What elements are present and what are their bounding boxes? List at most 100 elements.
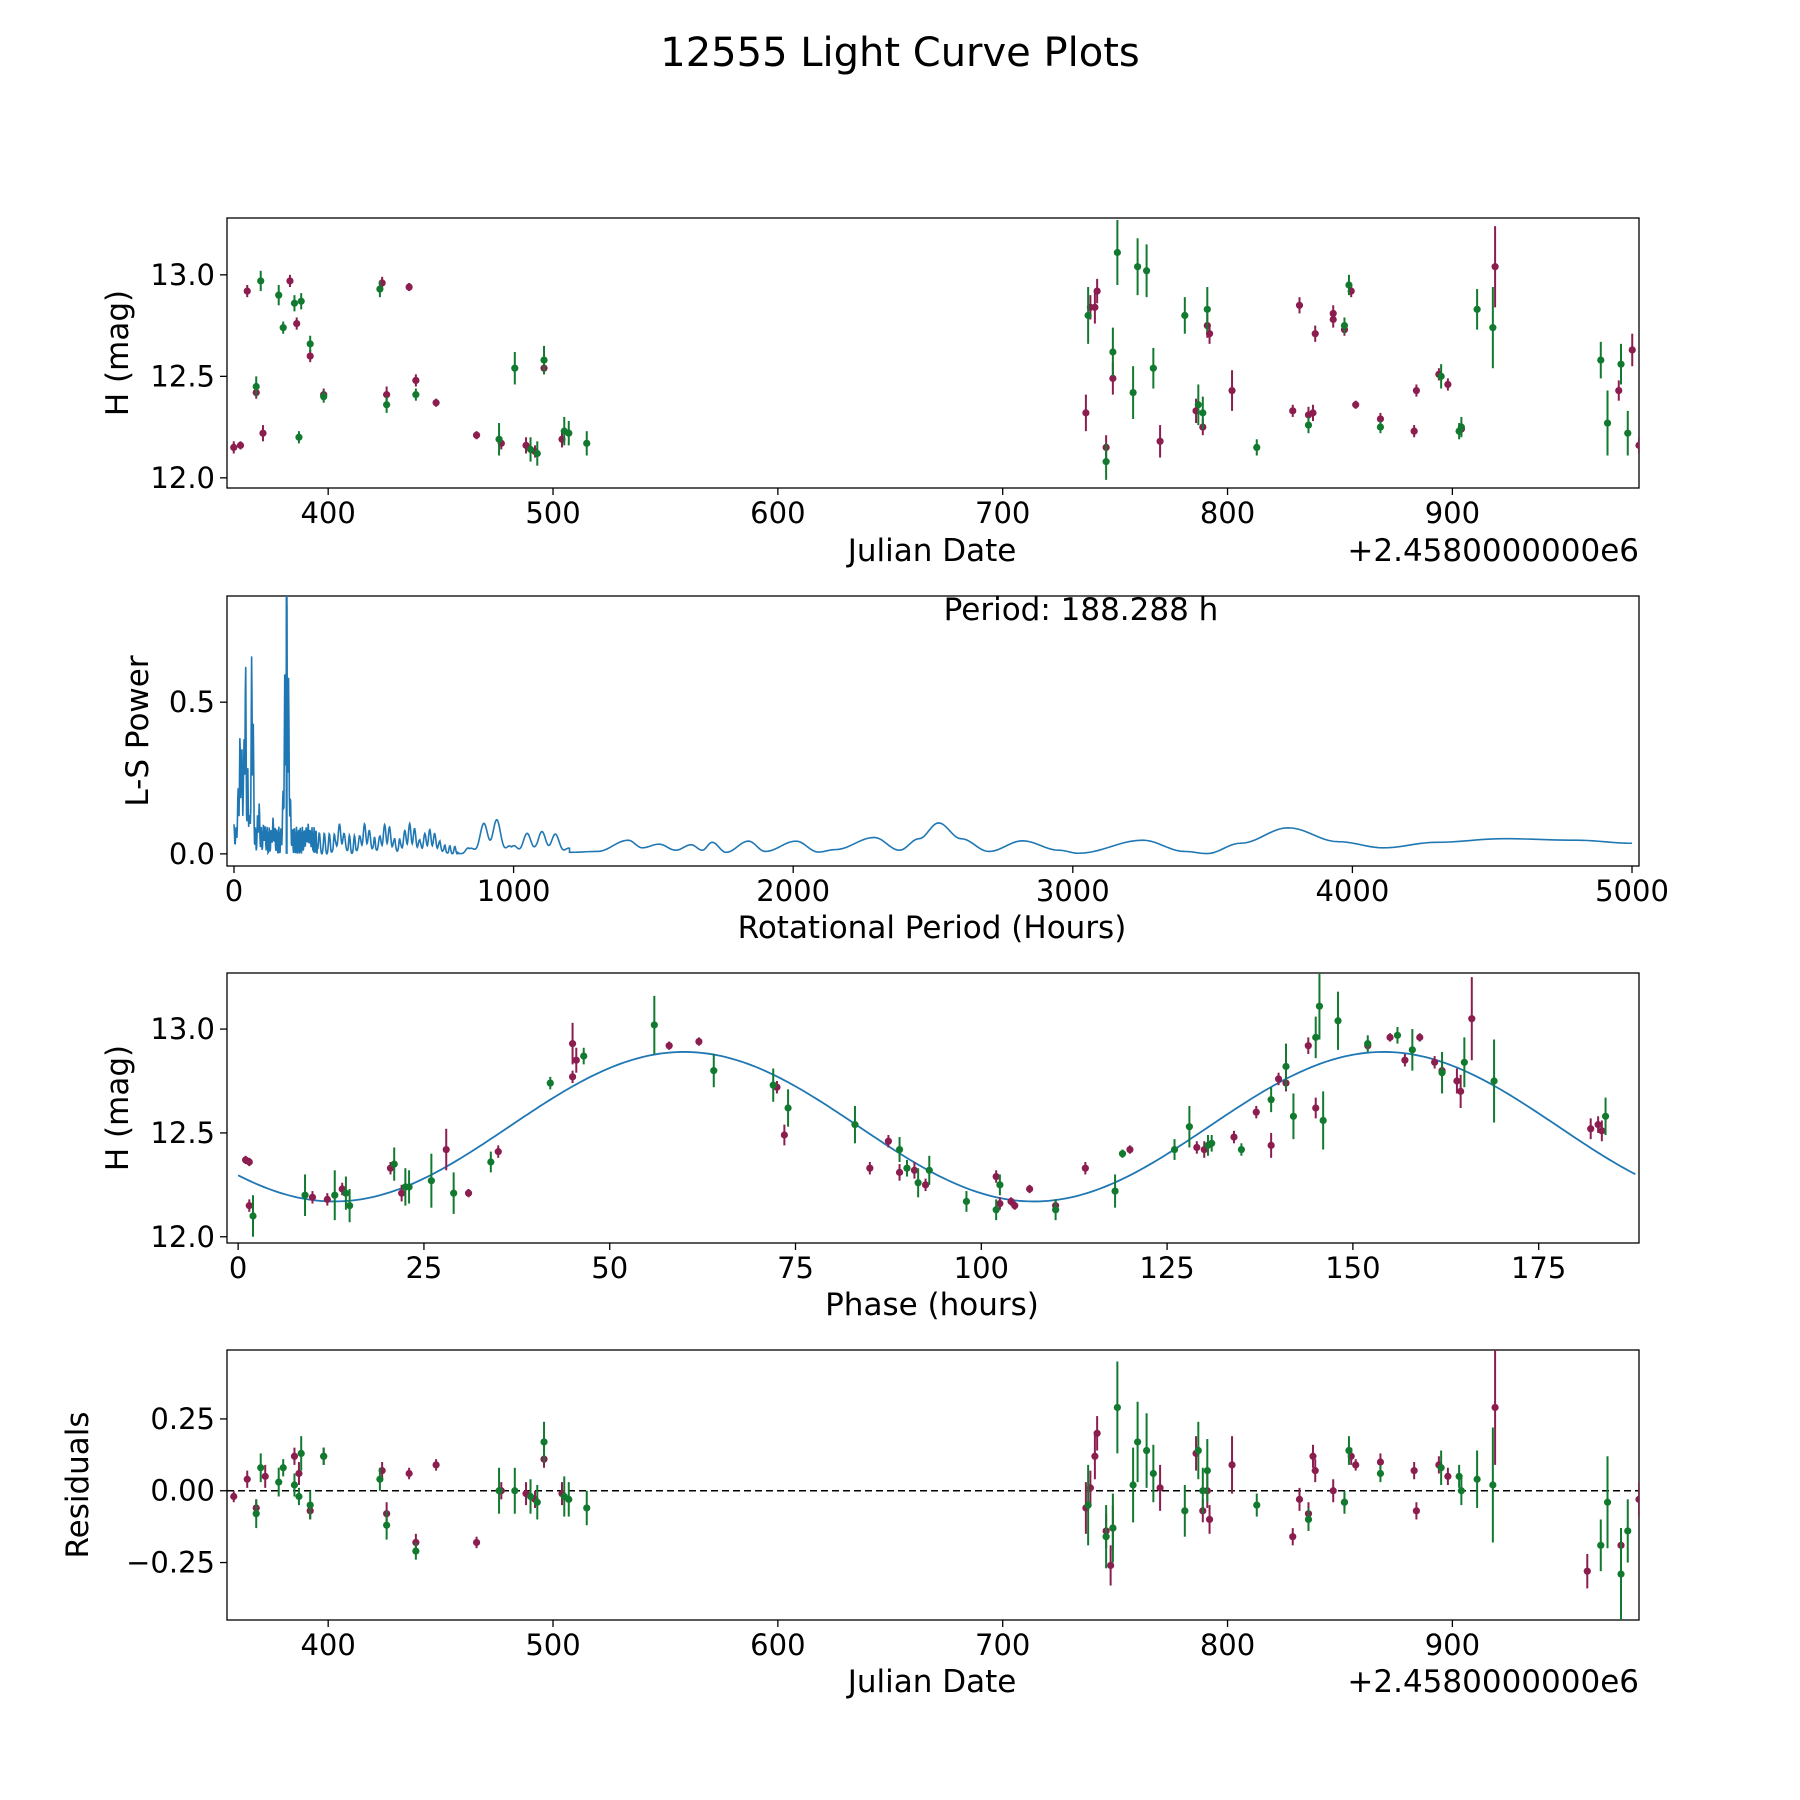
residuals-xtick-label: 600 bbox=[750, 1628, 805, 1662]
light-curve-xtick-label: 500 bbox=[525, 496, 580, 530]
data-point bbox=[533, 1498, 541, 1506]
data-point bbox=[1129, 1481, 1137, 1489]
data-point bbox=[301, 1191, 309, 1199]
data-point bbox=[1352, 401, 1360, 409]
data-point bbox=[1109, 348, 1117, 356]
data-point bbox=[342, 1189, 350, 1197]
data-point bbox=[1102, 1533, 1110, 1541]
data-point bbox=[1093, 1429, 1101, 1437]
data-point bbox=[1311, 1467, 1319, 1475]
data-point bbox=[412, 1547, 420, 1555]
periodogram-ticks: 0 1000 2000 3000 4000 5000 0.0 0.5 bbox=[169, 685, 1669, 908]
data-point bbox=[1304, 1515, 1313, 1524]
data-point bbox=[1295, 1495, 1304, 1503]
data-point bbox=[1185, 1123, 1193, 1131]
data-point bbox=[320, 1452, 328, 1460]
residuals-xtick-label: 800 bbox=[1200, 1628, 1255, 1662]
data-point bbox=[412, 376, 420, 385]
data-point bbox=[784, 1104, 792, 1112]
data-point bbox=[1181, 1507, 1189, 1515]
light-curve-ytick-label: 12.0 bbox=[150, 461, 215, 495]
data-point bbox=[992, 1172, 1000, 1181]
data-point bbox=[1329, 1487, 1337, 1495]
data-point bbox=[259, 429, 267, 437]
data-point bbox=[1084, 311, 1092, 320]
data-point bbox=[1410, 1467, 1418, 1475]
data-point bbox=[1309, 1452, 1317, 1460]
data-point bbox=[580, 1052, 588, 1060]
data-point bbox=[1282, 1062, 1290, 1071]
data-point bbox=[245, 1158, 253, 1166]
periodogram-frame bbox=[226, 595, 1640, 867]
data-point bbox=[1289, 1533, 1297, 1541]
periodogram-xtick-label: 3000 bbox=[1036, 874, 1110, 908]
data-point bbox=[243, 1475, 251, 1483]
phase-folded-ylabel: H (mag) bbox=[100, 1045, 136, 1171]
period-annotation: Period: 188.288 h bbox=[944, 592, 1219, 628]
data-point bbox=[895, 1145, 904, 1154]
data-point bbox=[1126, 1145, 1134, 1154]
residuals-xlabel: Julian Date bbox=[846, 1664, 1017, 1700]
data-point bbox=[1134, 1438, 1142, 1446]
data-point bbox=[1635, 441, 1639, 449]
periodogram-panel: 0 1000 2000 3000 4000 5000 0.0 0.5 Period: 188.… bbox=[120, 592, 1669, 946]
data-point bbox=[568, 1040, 577, 1048]
data-point bbox=[252, 1510, 260, 1518]
data-point bbox=[1615, 386, 1623, 395]
data-point bbox=[1408, 1046, 1416, 1054]
data-point bbox=[1142, 267, 1151, 275]
data-point bbox=[1624, 429, 1632, 437]
data-point bbox=[1490, 1077, 1498, 1085]
data-point bbox=[511, 364, 519, 372]
light-curve-ticks: 400 500 600 700 800 900 12.0 12.5 13.0 bbox=[150, 258, 1480, 530]
periodogram-xlabel: Rotational Period (Hours) bbox=[738, 910, 1127, 946]
data-point bbox=[1340, 321, 1349, 330]
data-point bbox=[1319, 1116, 1327, 1125]
data-point bbox=[1489, 1481, 1497, 1489]
data-point bbox=[1444, 380, 1452, 389]
data-point bbox=[1118, 1150, 1127, 1158]
data-point bbox=[1091, 303, 1099, 311]
periodogram-xtick-label: 0 bbox=[225, 874, 243, 908]
data-point bbox=[769, 1081, 777, 1089]
data-point bbox=[1084, 1501, 1092, 1509]
data-point bbox=[1309, 409, 1317, 417]
data-point bbox=[1598, 1127, 1606, 1135]
residuals-ytick-label: 0.25 bbox=[150, 1402, 215, 1436]
data-point bbox=[1437, 372, 1445, 380]
data-point bbox=[650, 1021, 658, 1029]
data-point bbox=[1129, 388, 1137, 397]
data-point bbox=[1312, 1033, 1320, 1041]
data-point bbox=[1340, 1498, 1349, 1506]
data-point bbox=[996, 1181, 1004, 1189]
data-point bbox=[286, 277, 294, 285]
data-point bbox=[1386, 1033, 1394, 1041]
data-point bbox=[295, 1492, 303, 1501]
data-point bbox=[1102, 458, 1110, 466]
data-point bbox=[383, 401, 391, 409]
data-point bbox=[1194, 401, 1202, 409]
data-point bbox=[1181, 311, 1189, 320]
data-point bbox=[1583, 1567, 1591, 1575]
data-point bbox=[1156, 437, 1164, 445]
data-point bbox=[1267, 1141, 1275, 1149]
data-point bbox=[1491, 1403, 1499, 1412]
data-point bbox=[925, 1166, 933, 1174]
data-point bbox=[1460, 1058, 1468, 1066]
data-point bbox=[405, 1469, 413, 1478]
residuals-xtick-label: 700 bbox=[975, 1628, 1030, 1662]
phase-folded-ticks: 0 25 50 75 100 125 150 175 12.0 12.5 13.0 bbox=[150, 1012, 1566, 1285]
data-point bbox=[275, 291, 283, 299]
data-point bbox=[1205, 1515, 1214, 1524]
phase-folded-frame bbox=[226, 972, 1640, 1244]
data-point bbox=[1228, 386, 1236, 395]
data-point bbox=[851, 1121, 859, 1129]
data-point bbox=[405, 1183, 413, 1191]
data-point bbox=[1624, 1527, 1632, 1535]
phase-folded-xtick-label: 175 bbox=[1511, 1251, 1566, 1285]
data-point bbox=[1149, 364, 1157, 372]
light-curve-ylabel: H (mag) bbox=[100, 290, 136, 416]
phase-folded-points bbox=[237, 973, 1636, 1237]
data-point bbox=[1401, 1056, 1409, 1064]
